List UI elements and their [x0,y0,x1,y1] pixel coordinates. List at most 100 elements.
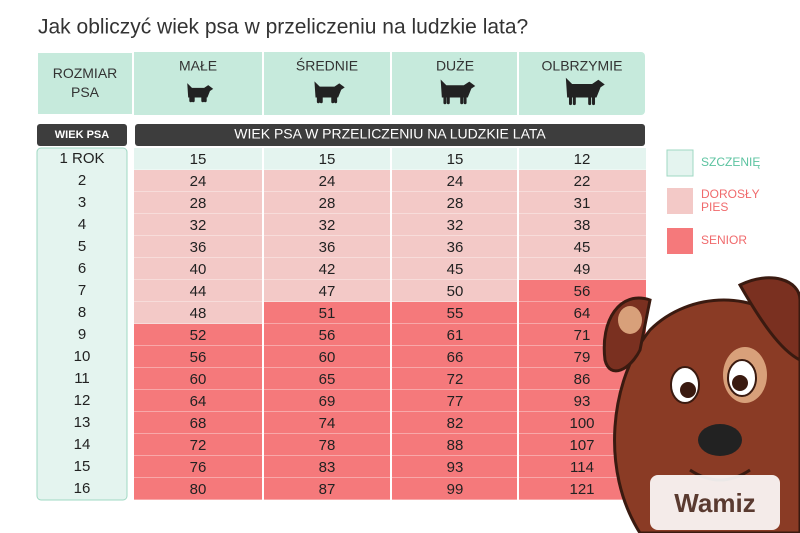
cell [263,368,391,390]
cell-value: 24 [190,173,207,190]
cell-value: 49 [574,261,591,278]
cell-value: 99 [447,481,464,498]
cell-value: 55 [447,305,464,322]
cell-value: 74 [319,415,336,432]
cell-value: 69 [319,393,336,410]
age-label: 15 [74,458,91,475]
cell-value: 22 [574,173,591,190]
cell [263,214,391,236]
cell-value: 42 [319,261,336,278]
cell [134,236,262,258]
cell-value: 15 [447,151,464,168]
human-header: WIEK PSA W PRZELICZENIU NA LUDZKIE LATA [234,126,546,142]
cell [263,236,391,258]
cell-value: 100 [569,415,594,432]
cell-value: 24 [319,173,336,190]
cell [263,412,391,434]
age-label: 14 [74,436,91,453]
cell-value: 32 [319,217,336,234]
age-label: 6 [78,260,86,277]
legend-swatch [666,149,694,177]
cell [391,258,519,280]
legend-swatch [667,188,693,214]
cell [391,434,519,456]
cell [391,280,519,302]
cell-value: 78 [319,437,336,454]
cell-value: 31 [574,195,591,212]
cell-value: 64 [574,305,591,322]
cell [263,434,391,456]
header-band [37,52,645,115]
cell [263,170,391,192]
cell-value: 65 [319,371,336,388]
cell [134,148,262,170]
cell-value: 36 [319,239,336,256]
cell-value: 38 [574,217,591,234]
dog-icon [565,77,605,106]
cell [134,434,262,456]
cell-value: 87 [319,481,336,498]
cell [518,258,646,280]
cell-value: 79 [574,349,591,366]
cell [134,280,262,302]
title: Jak obliczyć wiek psa w przeliczeniu na … [38,16,528,39]
cell [391,236,519,258]
cell-value: 15 [319,151,336,168]
cell-value: 28 [447,195,464,212]
size-name: DUŻE [436,57,474,74]
cell-value: 93 [447,459,464,476]
cell-value: 72 [190,437,207,454]
cell-value: 61 [447,327,464,344]
cell-value: 32 [190,217,207,234]
cell-value: 36 [190,239,207,256]
age-label: 11 [74,370,90,387]
cell-value: 88 [447,437,464,454]
size-name: ŚREDNIE [296,57,358,74]
cell-value: 15 [190,151,207,168]
size-label: ROZMIAR PSA [53,65,118,100]
cell [263,258,391,280]
age-label: 9 [78,326,86,343]
cell [134,346,262,368]
cell-value: 72 [447,371,464,388]
cell [134,192,262,214]
cell [263,148,391,170]
cell-value: 71 [574,327,591,344]
cell [518,456,646,478]
cell-value: 45 [574,239,591,256]
cell [263,280,391,302]
age-label: 12 [74,392,91,409]
cell [134,368,262,390]
cell [134,412,262,434]
cell-value: 64 [190,393,207,410]
legend-label: SENIOR [701,233,747,247]
cell [263,302,391,324]
cell-value: 12 [574,151,591,168]
legend-label: DOROSŁY PIES [701,187,760,214]
cell-value: 82 [447,415,464,432]
cell-value: 32 [447,217,464,234]
cell-value: 76 [190,459,207,476]
cell [134,258,262,280]
cell [263,192,391,214]
cell-value: 28 [190,195,207,212]
cell [134,390,262,412]
cell [134,170,262,192]
logo: Wamiz [674,488,755,518]
cell [391,192,519,214]
age-label: 8 [78,304,86,321]
age-label: 2 [78,172,86,189]
cell [391,412,519,434]
age-label: 10 [74,348,91,365]
cell [263,346,391,368]
age-label: 3 [78,194,86,211]
cell-value: 56 [190,349,207,366]
cell-value: 93 [574,393,591,410]
cell-value: 60 [190,371,207,388]
cell [134,302,262,324]
cell-value: 56 [319,327,336,344]
cell [518,368,646,390]
cell-value: 50 [447,283,464,300]
cell-value: 36 [447,239,464,256]
